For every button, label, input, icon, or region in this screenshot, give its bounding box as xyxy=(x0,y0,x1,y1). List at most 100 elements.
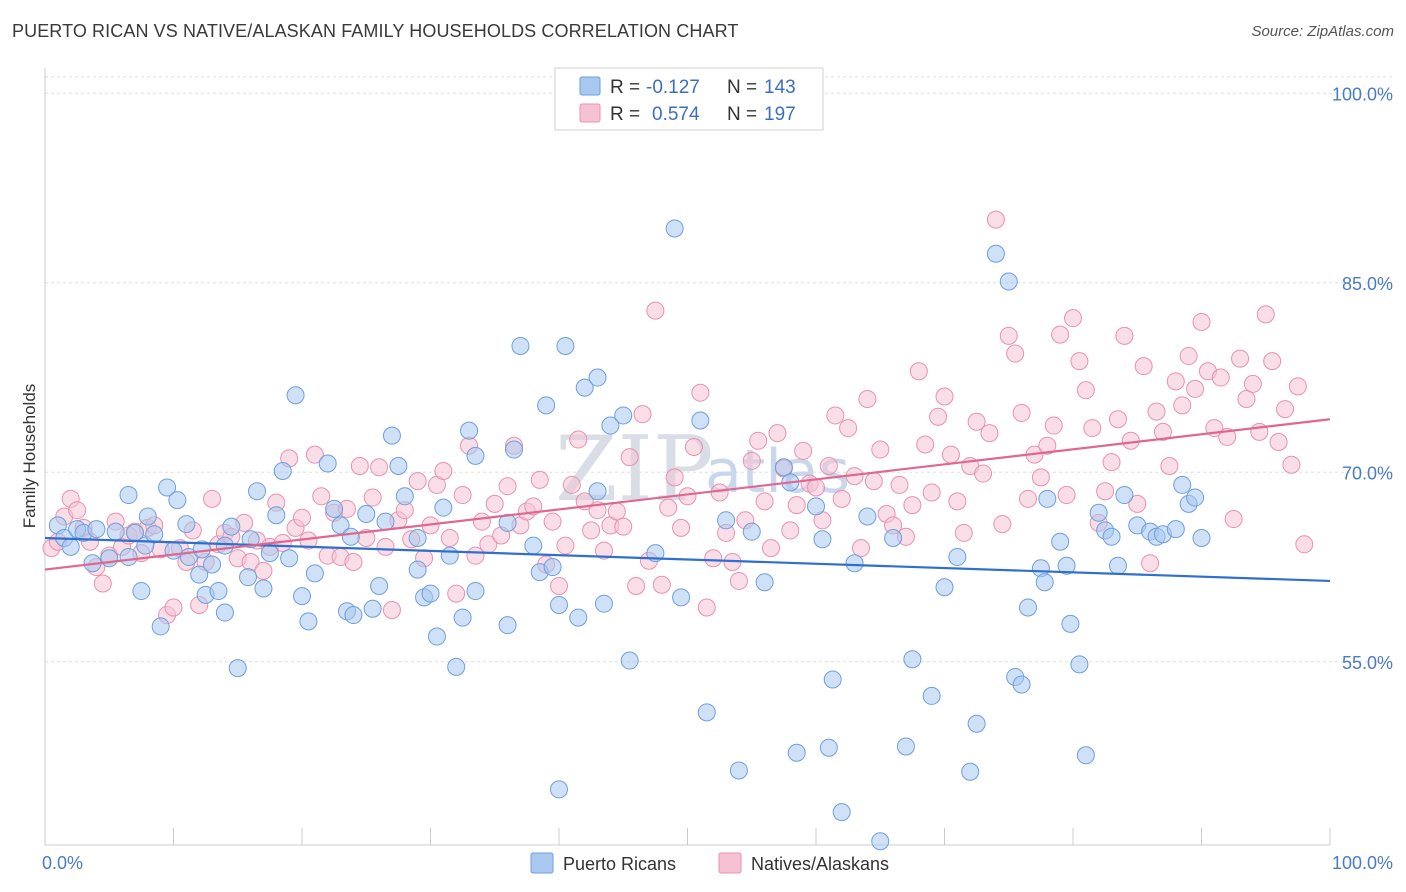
legend-box: R = -0.127 N = 143 R = 0.574 N = 197 xyxy=(554,67,824,131)
puerto-rican-point-112 xyxy=(1057,556,1076,575)
puerto-rican-point-72 xyxy=(556,336,575,355)
puerto-rican-point-116 xyxy=(1089,503,1108,522)
natives-point-53 xyxy=(382,601,401,620)
natives-point-63 xyxy=(447,584,466,603)
natives-point-186 xyxy=(1237,390,1256,409)
natives-point-165 xyxy=(1102,453,1121,472)
puerto-rican-point-2 xyxy=(61,537,80,556)
natives-point-95 xyxy=(652,575,671,594)
natives-point-119 xyxy=(807,478,825,497)
y-tick-label-1: 70.0% xyxy=(1342,463,1393,483)
natives-point-170 xyxy=(1134,357,1153,376)
puerto-rican-point-61 xyxy=(453,608,472,627)
natives-point-149 xyxy=(999,326,1018,345)
natives-point-179 xyxy=(1192,312,1211,331)
bottom-legend-label-1: Puerto Ricans xyxy=(563,854,676,874)
legend-n-label-1: N = xyxy=(727,77,757,98)
puerto-rican-point-141 xyxy=(466,582,485,601)
puerto-rican-point-43 xyxy=(325,499,344,518)
natives-point-174 xyxy=(1160,456,1179,475)
puerto-rican-point-59 xyxy=(440,546,459,565)
natives-point-82 xyxy=(569,430,588,449)
natives-point-61 xyxy=(434,462,453,481)
trend-lines xyxy=(44,418,1331,583)
puerto-rican-point-17 xyxy=(158,478,177,497)
natives-point-92 xyxy=(633,405,652,424)
puerto-rican-point-12 xyxy=(132,582,151,601)
puerto-rican-point-134 xyxy=(755,573,774,592)
natives-point-139 xyxy=(935,387,954,406)
natives-point-71 xyxy=(498,477,517,496)
puerto-rican-point-14 xyxy=(138,507,157,526)
puerto-rican-point-102 xyxy=(967,714,986,733)
puerto-rican-point-91 xyxy=(819,738,838,757)
bottom-legend: Puerto Ricans Natives/Alaskans xyxy=(530,852,889,874)
bottom-legend-label-2: Natives/Alaskans xyxy=(751,854,889,874)
puerto-rican-point-60 xyxy=(447,657,466,676)
puerto-rican-point-95 xyxy=(871,832,890,851)
puerto-rican-point-54 xyxy=(408,560,427,579)
natives-point-158 xyxy=(1057,486,1076,505)
puerto-rican-point-49 xyxy=(363,599,382,618)
puerto-rican-point-92 xyxy=(823,670,842,689)
natives-point-89 xyxy=(614,517,633,536)
natives-point-155 xyxy=(1038,436,1057,455)
puerto-rican-point-35 xyxy=(267,506,286,525)
natives-point-116 xyxy=(787,496,806,515)
natives-point-4 xyxy=(68,501,87,520)
natives-point-121 xyxy=(819,456,838,475)
puerto-rican-point-130 xyxy=(550,780,568,799)
natives-point-101 xyxy=(691,383,710,402)
natives-point-57 xyxy=(408,472,427,491)
natives-point-75 xyxy=(524,497,543,516)
natives-point-176 xyxy=(1173,396,1192,415)
natives-point-113 xyxy=(768,424,787,443)
puerto-rican-point-36 xyxy=(273,462,292,481)
natives-point-135 xyxy=(909,362,928,381)
puerto-rican-point-85 xyxy=(729,761,748,780)
puerto-rican-point-98 xyxy=(903,650,922,669)
puerto-rican-point-126 xyxy=(1173,475,1192,494)
natives-point-41 xyxy=(305,445,324,464)
puerto-rican-point-58 xyxy=(434,498,453,517)
natives-point-150 xyxy=(1006,344,1025,363)
puerto-rican-point-67 xyxy=(524,536,543,555)
puerto-rican-point-78 xyxy=(601,416,620,435)
natives-point-126 xyxy=(851,539,870,558)
natives-point-97 xyxy=(665,468,684,487)
natives-point-62 xyxy=(440,528,459,547)
puerto-rican-point-50 xyxy=(370,577,389,595)
legend-swatch-blue xyxy=(579,76,601,96)
natives-point-25 xyxy=(203,489,222,508)
natives-point-187 xyxy=(1243,374,1262,393)
natives-point-102 xyxy=(697,598,716,617)
puerto-rican-point-7 xyxy=(100,549,119,568)
puerto-rican-point-64 xyxy=(498,513,517,532)
natives-point-185 xyxy=(1231,349,1250,368)
natives-point-115 xyxy=(781,521,800,540)
puerto-rican-point-38 xyxy=(286,386,305,405)
natives-point-169 xyxy=(1128,494,1147,513)
puerto-rican-point-29 xyxy=(228,659,247,678)
puerto-rican-point-41 xyxy=(305,564,324,583)
puerto-rican-point-70 xyxy=(543,558,562,577)
puerto-rican-point-106 xyxy=(1012,675,1031,694)
legend-r-label-2: R = xyxy=(610,104,640,125)
natives-point-194 xyxy=(1288,377,1307,396)
natives-trend-line xyxy=(44,418,1331,571)
puerto-rican-point-31 xyxy=(241,530,260,549)
natives-point-98 xyxy=(672,518,691,537)
natives-point-84 xyxy=(582,521,601,540)
puerto-rican-point-128 xyxy=(1186,488,1205,507)
natives-point-177 xyxy=(1179,347,1198,366)
puerto-rican-point-73 xyxy=(569,608,588,627)
natives-point-173 xyxy=(1153,422,1172,441)
natives-point-123 xyxy=(832,489,851,508)
natives-point-50 xyxy=(363,488,382,507)
puerto-rican-point-101 xyxy=(961,762,980,781)
natives-point-167 xyxy=(1115,326,1134,345)
natives-point-128 xyxy=(864,472,883,491)
natives-point-117 xyxy=(794,441,813,460)
puerto-rican-point-39 xyxy=(293,587,311,606)
